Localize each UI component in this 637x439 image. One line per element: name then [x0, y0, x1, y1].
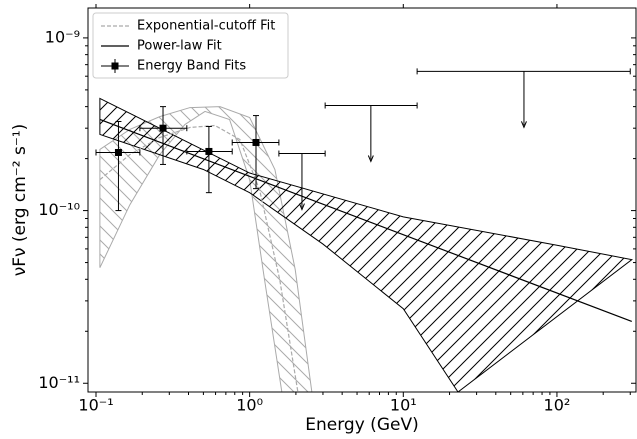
confidence-band: [99, 97, 633, 392]
x-tick-label: 10⁰: [236, 396, 263, 415]
arrow-head: [298, 203, 305, 211]
data-point: [205, 147, 213, 155]
axes-frame: [87, 7, 637, 393]
legend-box: [92, 12, 289, 79]
y-tick-label: 10⁻¹⁰: [38, 200, 80, 219]
arrow-head: [367, 155, 374, 163]
fit-line: [99, 124, 299, 392]
data-point: [114, 148, 122, 156]
x-tick-label: 10²: [544, 396, 571, 415]
plot-area: [95, 68, 633, 392]
legend-label: Power-law Fit: [137, 39, 222, 54]
x-tick-label: 10⁻¹: [78, 396, 113, 415]
y-axis-label: νFν (erg cm⁻² s⁻¹): [10, 124, 30, 277]
fit-line: [99, 118, 633, 323]
legend-swatch: [111, 62, 119, 70]
legend-label: Energy Band Fits: [137, 59, 246, 74]
data-point: [159, 124, 167, 132]
data-point: [252, 138, 260, 146]
arrow-head: [520, 121, 527, 129]
y-tick-label: 10⁻⁹: [45, 27, 80, 46]
legend-label: Exponential-cutoff Fit: [137, 19, 275, 34]
x-tick-label: 10¹: [390, 396, 417, 415]
y-tick-label: 10⁻¹¹: [38, 373, 80, 392]
x-axis-label: Energy (GeV): [305, 415, 418, 435]
